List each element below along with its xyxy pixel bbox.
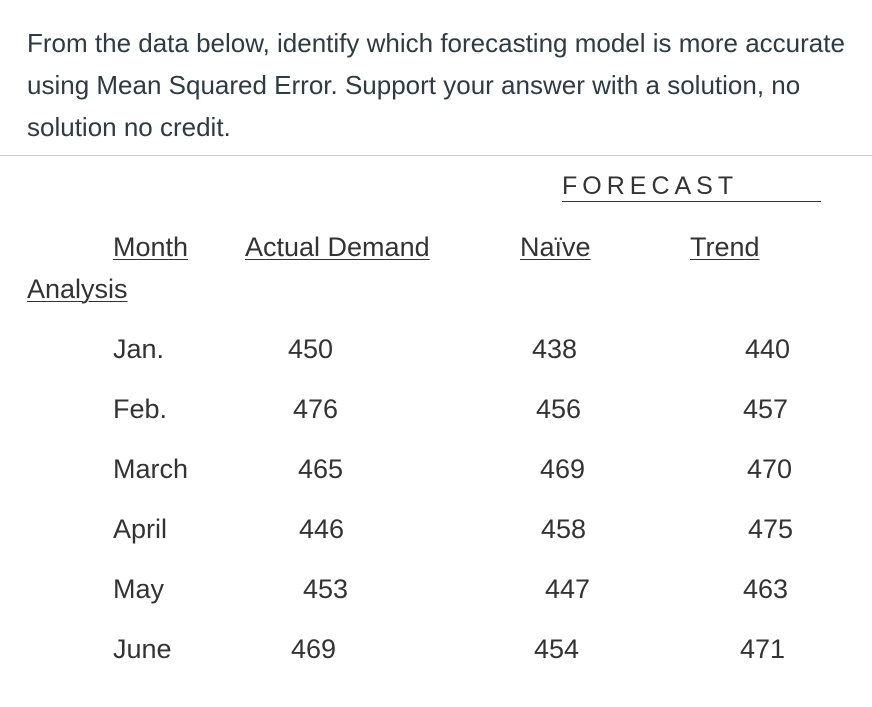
row-trend: 463 (743, 574, 789, 604)
question-text: From the data below, identify which fore… (27, 28, 845, 142)
row-trend: 440 (745, 334, 791, 364)
row-actual: 469 (291, 634, 337, 664)
row-trend: 457 (743, 394, 789, 424)
forecast-group-header: FORECAST (562, 172, 739, 200)
row-month: Feb. (113, 394, 168, 424)
header-analysis: Analysis (27, 274, 128, 304)
row-actual: 465 (298, 454, 344, 484)
header-naive: Naïve (520, 232, 591, 262)
row-actual: 446 (299, 514, 345, 544)
header-trend: Trend (690, 232, 760, 262)
row-month: June (113, 634, 172, 664)
row-month: Jan. (113, 334, 165, 364)
row-naive: 454 (534, 634, 580, 664)
header-actual-demand: Actual Demand (245, 232, 430, 262)
row-naive: 458 (541, 514, 587, 544)
row-trend: 475 (748, 514, 794, 544)
row-actual: 453 (303, 574, 349, 604)
header-month: Month (113, 232, 189, 262)
row-actual: 476 (293, 394, 339, 424)
row-month: April (113, 514, 168, 544)
row-trend: 471 (740, 634, 786, 664)
row-naive: 456 (536, 394, 582, 424)
row-month: March (113, 454, 189, 484)
row-actual: 450 (288, 334, 334, 364)
row-trend: 470 (747, 454, 793, 484)
row-naive: 438 (532, 334, 578, 364)
row-naive: 469 (540, 454, 586, 484)
forecast-underline (562, 201, 821, 202)
divider (0, 155, 872, 156)
row-month: May (113, 574, 165, 604)
row-naive: 447 (545, 574, 591, 604)
